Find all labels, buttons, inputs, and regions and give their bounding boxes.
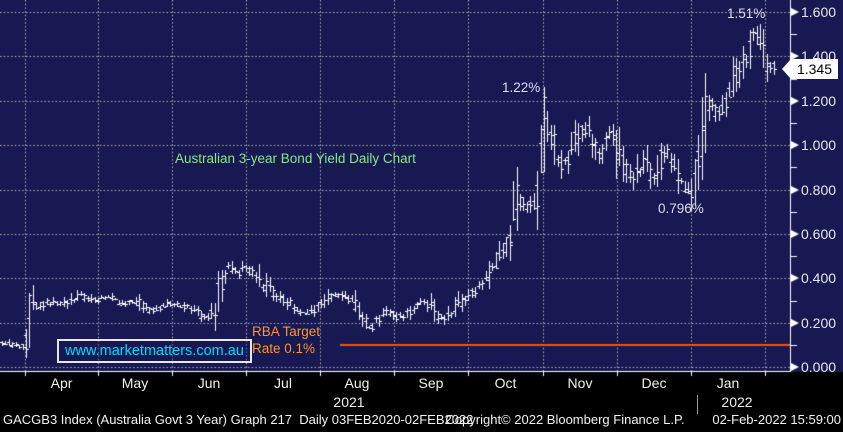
y-axis-label: 0.200 xyxy=(801,314,837,331)
y-axis-label: 1.200 xyxy=(801,92,837,109)
x-axis-month-label: Jul xyxy=(274,375,292,391)
x-axis-month-label: Aug xyxy=(344,375,370,391)
x-axis-month-label: Sep xyxy=(418,375,444,391)
copyright-text: Copyright© 2022 Bloomberg Finance L.P. xyxy=(445,412,685,427)
x-axis-month-label: Dec xyxy=(641,375,667,391)
x-axis-year-label: 2021 xyxy=(333,394,365,410)
marketmatters-watermark-link[interactable]: www.marketmatters.com.au xyxy=(57,339,252,363)
y-axis-label: 0.000 xyxy=(801,359,837,376)
annotation-dec-low: 0.796% xyxy=(658,201,704,216)
x-axis-year-label: 2022 xyxy=(721,394,753,410)
rba-target-label-line2: Rate 0.1% xyxy=(252,341,316,356)
annotation-jan-high: 1.51% xyxy=(727,6,766,21)
y-axis-label: 1.400 xyxy=(801,48,837,65)
x-axis-month-label: Apr xyxy=(50,375,73,391)
y-axis-label: 1.600 xyxy=(801,4,837,20)
x-axis-month-label: May xyxy=(121,375,149,391)
timestamp-text: 02-Feb-2022 15:59:00 xyxy=(712,412,841,427)
x-axis-month-label: Nov xyxy=(567,375,593,391)
x-axis-month-label: Jan xyxy=(716,375,740,391)
year-boundary-separator xyxy=(697,395,698,414)
chart-title: Australian 3-year Bond Yield Daily Chart xyxy=(175,151,416,166)
y-axis-label: 0.800 xyxy=(801,181,837,198)
x-axis-month-label: Oct xyxy=(494,375,517,391)
last-price-badge: 1.345 xyxy=(782,58,838,79)
x-axis-month-label: Jun xyxy=(197,375,221,391)
rba-target-label: RBA Target Rate 0.1% xyxy=(252,323,320,357)
security-description-text: GACGB3 Index (Australia Govt 3 Year) Gra… xyxy=(3,412,474,427)
annotation-oct-high: 1.22% xyxy=(502,80,541,95)
rba-target-label-line1: RBA Target xyxy=(252,324,321,339)
y-axis-label: 1.000 xyxy=(801,137,837,154)
y-axis-label: 0.600 xyxy=(801,226,837,242)
y-axis-label: 0.400 xyxy=(801,270,837,287)
